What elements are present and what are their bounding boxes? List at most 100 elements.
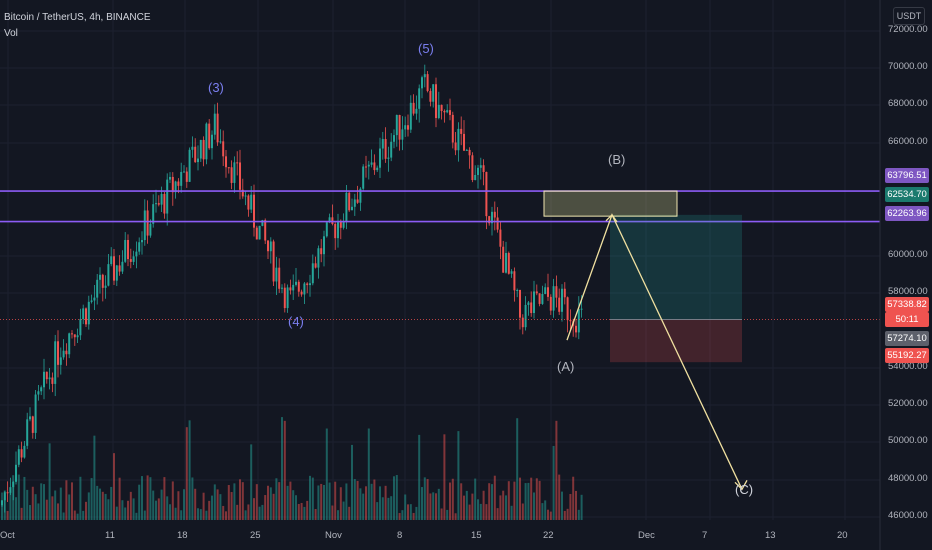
volume-bar (412, 512, 415, 520)
volume-bar (471, 493, 474, 520)
volume-bar (519, 477, 521, 520)
candle-body (342, 221, 345, 228)
candle-body (202, 139, 205, 160)
candle-body (510, 271, 513, 274)
candle-body (1, 500, 3, 506)
volume-bar (65, 480, 68, 520)
price-tag-stop: 55192.27 (885, 348, 929, 363)
volume-bar (15, 497, 17, 520)
volume-bar (362, 493, 365, 520)
candle-body (54, 341, 57, 384)
candle-body (303, 283, 306, 295)
volume-bar (281, 417, 283, 520)
volume-bar (20, 507, 23, 520)
volume-bar (457, 431, 460, 520)
volume-bar (561, 491, 563, 520)
volume-bar (34, 494, 37, 520)
candle-body (250, 194, 253, 210)
volume-bar (432, 492, 435, 520)
volume-bar (505, 495, 507, 520)
volume-bar (421, 487, 423, 520)
candle-body (527, 302, 530, 305)
volume-bar (345, 483, 348, 520)
volume-bar (40, 483, 43, 520)
volume-bar (404, 494, 407, 520)
candle-body (376, 167, 379, 171)
volume-bar (239, 479, 241, 520)
candle-body (211, 134, 213, 149)
wave-label-4: (4) (288, 314, 304, 329)
volume-bar (275, 478, 278, 520)
drawings (0, 190, 880, 491)
volume-bar (45, 499, 48, 520)
volume-bar (381, 497, 384, 520)
volume-bar (306, 500, 309, 520)
candle-body (141, 240, 143, 243)
candle-body (37, 391, 40, 395)
candle-body (188, 149, 191, 182)
volume-bar (485, 504, 488, 520)
volume-bar (507, 481, 510, 520)
candle-body (289, 287, 292, 291)
candle-body (373, 162, 376, 171)
candle-body (68, 333, 71, 355)
candle-body (213, 113, 216, 135)
volume-bar (241, 482, 244, 520)
candle-body (482, 165, 485, 172)
candle-body (258, 225, 261, 240)
candle-body (286, 287, 289, 309)
price-tag-prev: 57274.10 (885, 331, 929, 346)
volume-bar (295, 495, 297, 520)
candle-body (345, 192, 348, 222)
candle-body (463, 133, 465, 151)
volume-bar (449, 482, 451, 520)
volume-bar (423, 477, 426, 520)
volume-bar (300, 502, 303, 520)
candle-body (6, 492, 9, 494)
candle-body (395, 114, 398, 136)
candle-body (370, 162, 373, 165)
candle-body (177, 181, 180, 186)
candle-body (384, 138, 387, 159)
currency-label[interactable]: USDT (893, 7, 925, 25)
volume-bar (348, 506, 351, 520)
candle-body (339, 221, 342, 228)
candle-body (479, 165, 482, 168)
candle-body (219, 141, 222, 143)
volume-bar (479, 503, 482, 520)
volume-bar (62, 512, 65, 520)
volume-indicator-label[interactable]: Vol (4, 28, 18, 39)
candle-body (491, 211, 493, 224)
wave-label-3: (3) (208, 80, 224, 95)
volume-bar (250, 444, 253, 520)
volume-bar (194, 488, 197, 520)
candle-body (283, 287, 286, 309)
volume-bar (208, 500, 211, 520)
candle-body (163, 194, 166, 214)
volume-bar (513, 481, 516, 520)
volume-bar (538, 480, 541, 520)
volume-bar (339, 487, 342, 520)
candle-body (155, 203, 157, 205)
volume-bar (166, 496, 169, 520)
candle-body (208, 123, 211, 149)
symbol-title[interactable]: Bitcoin / TetherUS, 4h, BINANCE (4, 12, 151, 23)
candle-body (51, 377, 54, 384)
candle-body (412, 102, 415, 114)
candle-body (426, 74, 429, 92)
target-box (543, 190, 678, 217)
candles (1, 64, 583, 513)
candle-body (253, 194, 255, 228)
volume-bar (9, 491, 12, 520)
volume-bar (426, 479, 429, 520)
volume-bar (129, 491, 132, 520)
candle-body (239, 162, 241, 190)
candle-body (261, 220, 264, 226)
volume-bars (1, 417, 583, 520)
volume-bar (146, 475, 149, 520)
candle-body (401, 129, 404, 140)
volume-bar (127, 500, 129, 520)
volume-bar (359, 488, 362, 520)
volume-bar (446, 509, 449, 520)
